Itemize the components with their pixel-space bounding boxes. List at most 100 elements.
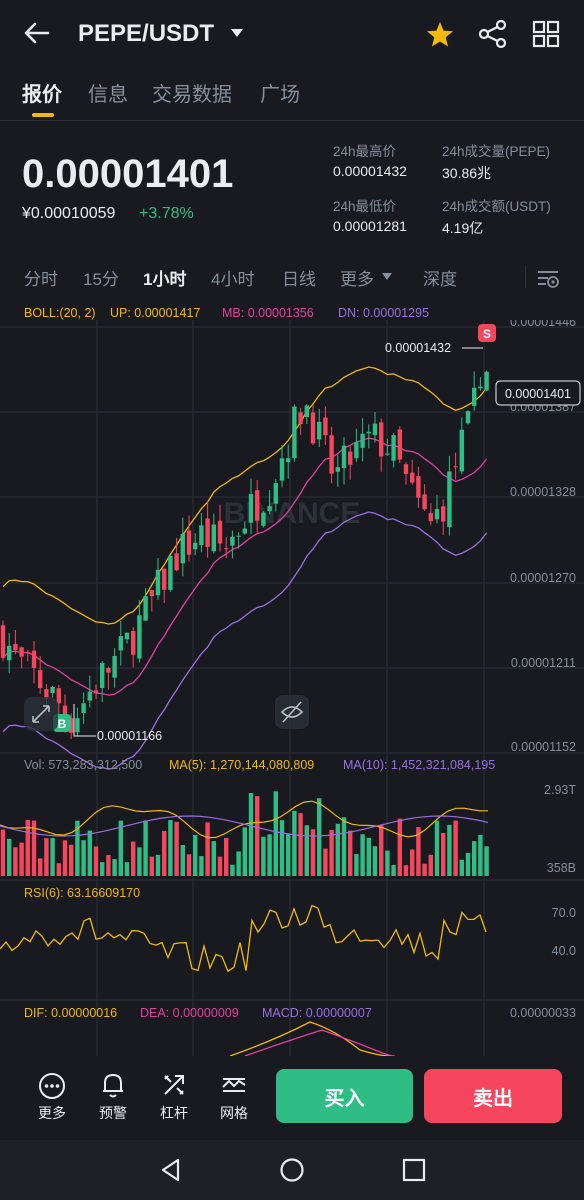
boll-middle-line <box>2 437 488 696</box>
candle-body <box>44 689 49 699</box>
candle-body <box>459 429 464 472</box>
volume-bar <box>25 819 30 876</box>
last-price: 0.00001401 <box>22 152 234 196</box>
sell-button[interactable]: 卖出 <box>424 1069 562 1123</box>
tf-1h[interactable]: 1小时 <box>143 270 187 289</box>
nav-home-icon[interactable] <box>279 1157 305 1183</box>
volume-bar <box>385 850 390 876</box>
volume-bar <box>143 820 148 876</box>
grid-label[interactable]: 网格 <box>220 1105 248 1121</box>
volume-bar <box>118 820 123 876</box>
tf-depth[interactable]: 深度 <box>423 270 457 289</box>
price-chart[interactable]: BINANCE 0.00001446 0.00001387 0.00001328… <box>0 320 584 1056</box>
more-icon[interactable] <box>38 1072 66 1100</box>
candle-body <box>25 652 30 654</box>
candle-body <box>69 718 74 733</box>
volume-bar <box>193 834 198 876</box>
volume-bar <box>242 827 247 876</box>
candle-body <box>379 422 384 457</box>
candle-body <box>7 645 12 661</box>
tf-line[interactable]: 分时 <box>24 270 58 289</box>
volume-bar <box>472 841 477 876</box>
volume-bar <box>106 854 111 876</box>
leverage-icon[interactable] <box>160 1071 188 1099</box>
volume-bar <box>230 864 235 876</box>
star-icon[interactable] <box>425 20 455 50</box>
candle-body <box>236 535 241 537</box>
chevron-down-icon[interactable] <box>231 29 243 37</box>
volume-value: 30.86兆 <box>442 165 492 181</box>
volume-bar <box>0 829 6 876</box>
candle-body <box>286 458 291 463</box>
ma10-line <box>0 815 489 837</box>
share-icon[interactable] <box>478 19 508 49</box>
system-nav-bar <box>0 1140 584 1200</box>
tab-info[interactable]: 信息 <box>88 84 128 106</box>
dea-label: DEA: 0.00000009 <box>140 1006 239 1020</box>
tf-1d[interactable]: 日线 <box>282 270 316 289</box>
candle-body <box>292 406 297 459</box>
candle-body <box>255 490 260 521</box>
candle-body <box>217 520 223 544</box>
boll-up-label: UP: 0.00001417 <box>110 306 201 320</box>
more-label[interactable]: 更多 <box>38 1105 66 1121</box>
sell-marker <box>478 324 496 342</box>
tab-quote[interactable]: 报价 <box>22 84 62 106</box>
binance-watermark: BINANCE <box>224 497 361 530</box>
chart-settings-icon[interactable] <box>536 266 560 290</box>
candle-body <box>13 643 18 651</box>
candle-body <box>224 548 229 550</box>
buy-button[interactable]: 买入 <box>276 1069 413 1123</box>
tf-more[interactable]: 更多 <box>340 270 374 289</box>
volume-bar <box>410 849 415 876</box>
nav-recents-icon[interactable] <box>401 1157 427 1183</box>
pair-title[interactable]: PEPE/USDT <box>78 20 215 47</box>
candle-body <box>354 442 359 459</box>
candle-body <box>124 632 130 640</box>
candle-body <box>31 650 37 668</box>
volume-bar <box>174 821 179 876</box>
volume-bar <box>224 837 229 876</box>
macd-label: MACD: 0.00000007 <box>262 1006 372 1020</box>
active-tab-indicator <box>32 113 54 117</box>
volume-bar <box>447 824 452 876</box>
volume-bar <box>273 791 278 876</box>
arrow-left-icon[interactable] <box>22 18 52 48</box>
volume-bar <box>131 841 136 876</box>
volume-label: 24h成交量(PEPE) <box>442 144 551 159</box>
candle-body <box>385 453 390 455</box>
volume-bar <box>13 847 18 876</box>
candle-body <box>112 655 117 678</box>
candle-body <box>329 435 334 474</box>
volume-bar <box>38 858 43 876</box>
rsi-axis-40: 40.0 <box>552 944 576 958</box>
grid-icon[interactable] <box>531 19 561 49</box>
grid-trading-icon[interactable] <box>220 1071 248 1099</box>
candle-body <box>434 509 440 520</box>
low-label: 24h最低价 <box>333 199 397 214</box>
low-marker-line <box>73 704 96 737</box>
candle-body <box>0 625 6 658</box>
nav-back-icon[interactable] <box>158 1157 184 1183</box>
tab-square[interactable]: 广场 <box>260 84 300 106</box>
volume-bar <box>323 848 328 876</box>
bell-icon[interactable] <box>99 1071 127 1099</box>
volume-bar <box>69 844 74 876</box>
rsi-label: RSI(6): 63.16609170 <box>24 886 140 900</box>
alert-label[interactable]: 预警 <box>99 1105 127 1121</box>
candle-body <box>50 686 55 693</box>
candle-body <box>19 647 24 657</box>
volume-bar <box>44 838 49 876</box>
tab-trading-data[interactable]: 交易数据 <box>152 84 232 106</box>
volume-bar <box>211 841 216 876</box>
chevron-down-icon[interactable] <box>382 273 392 280</box>
volume-bar <box>168 820 173 876</box>
tf-4h[interactable]: 4小时 <box>211 270 255 289</box>
leverage-label[interactable]: 杠杆 <box>160 1105 188 1121</box>
volume-bar <box>149 856 154 876</box>
volume-bar <box>248 793 254 876</box>
candle-body <box>230 536 235 546</box>
volume-bar <box>19 842 24 876</box>
price-change: +3.78% <box>139 205 194 222</box>
tf-15m[interactable]: 15分 <box>83 270 119 289</box>
